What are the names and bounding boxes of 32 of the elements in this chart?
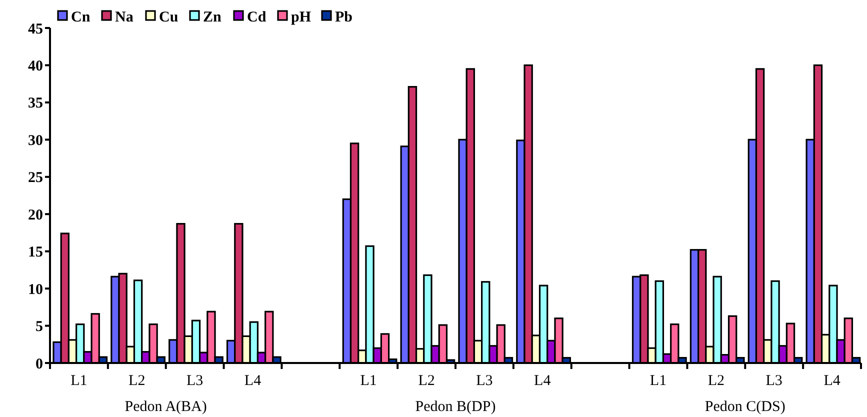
legend-label: Zn — [203, 9, 222, 26]
legend-label: Cd — [247, 9, 267, 26]
x-tick-label: L3 — [186, 373, 204, 389]
x-tick-label: L1 — [650, 373, 667, 389]
text: Pedon A(BA) — [124, 399, 207, 415]
legend-label: Cu — [159, 9, 178, 26]
x-tick-label: L2 — [128, 373, 146, 389]
text: Pedon B(DP) — [415, 399, 496, 415]
y-tick-label: 15 — [28, 244, 43, 261]
y-tick-label: 25 — [28, 170, 43, 186]
x-tick-label: L1 — [70, 373, 88, 389]
x-tick-label: L4 — [824, 373, 841, 389]
legend-label: Na — [115, 9, 134, 26]
y-tick-label: 40 — [28, 58, 43, 74]
legend-label: pH — [291, 9, 312, 26]
y-tick-label: 45 — [28, 21, 43, 38]
x-tick-label: L3 — [766, 373, 782, 389]
y-tick-label: 0 — [36, 356, 43, 372]
x-tick-label: L4 — [244, 373, 262, 389]
y-tick-label: 20 — [28, 207, 43, 224]
y-tick-label: 10 — [28, 282, 43, 298]
y-tick-label: 5 — [36, 319, 43, 336]
x-tick-label: L2 — [708, 373, 725, 389]
legend-label: Cn — [71, 9, 91, 26]
x-tick-label: L3 — [476, 373, 493, 389]
y-tick-label: 30 — [28, 132, 43, 149]
x-tick-label: L2 — [418, 373, 435, 389]
x-tick-label: L1 — [360, 373, 377, 389]
text: Pedon C(DS) — [704, 399, 786, 415]
x-tick-label: L4 — [534, 373, 552, 389]
legend-label: Pb — [335, 9, 353, 26]
y-tick-label: 35 — [28, 96, 43, 112]
